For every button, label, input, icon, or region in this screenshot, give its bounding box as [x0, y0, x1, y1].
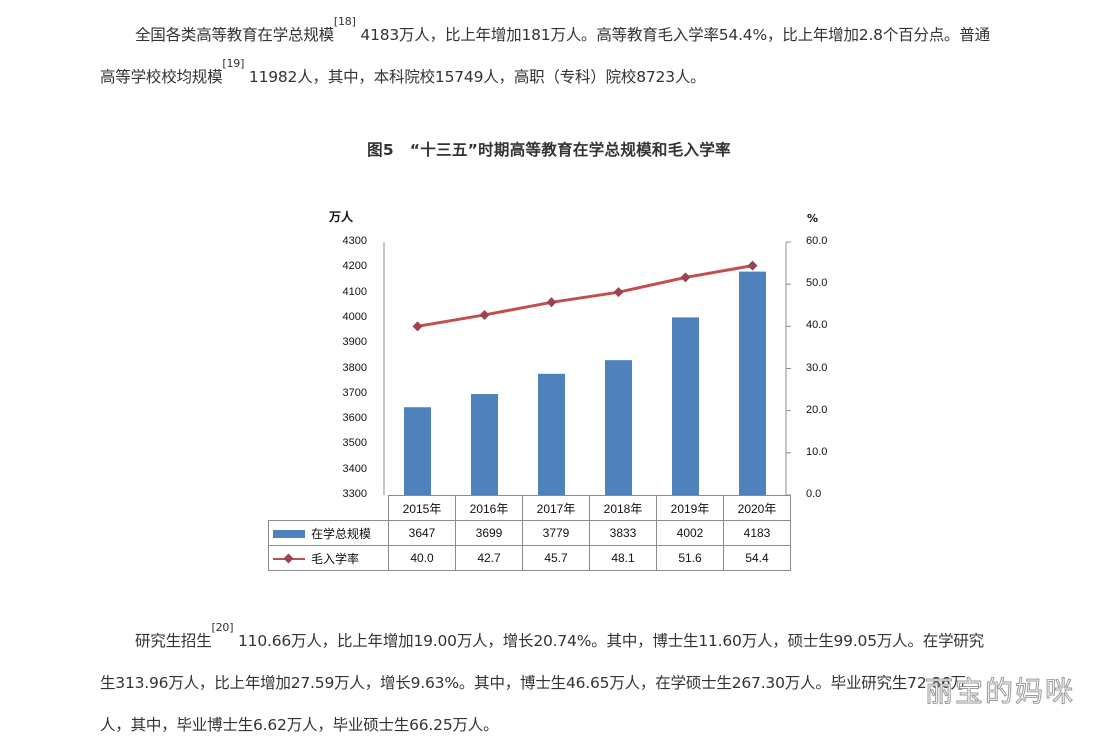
- cell-value: 3647: [388, 520, 456, 546]
- table-corner: [268, 495, 389, 521]
- left-tick-label: 4000: [342, 310, 367, 323]
- right-tick-label: 20.0: [806, 403, 828, 416]
- legend-rate-label: 毛入学率: [311, 551, 360, 566]
- bar-series: [404, 271, 766, 495]
- p3-text-1: 研究生招生: [135, 632, 212, 650]
- footnote-ref-18[interactable]: [18]: [333, 15, 356, 28]
- left-tick-label: 3700: [342, 386, 367, 399]
- watermark: 丽宝的妈咪: [924, 675, 1076, 709]
- bar: [739, 271, 766, 495]
- paragraph-graduate-students: 研究生招生[20] 110.66万人，比上年增加19.00万人，增长20.74%…: [100, 620, 990, 746]
- cell-value: 3779: [522, 520, 590, 546]
- category-2016: 2016年: [455, 495, 523, 521]
- bar: [404, 407, 431, 495]
- cell-value: 3699: [455, 520, 523, 546]
- legend-bar-swatch: [273, 530, 305, 539]
- legend-rate: 毛入学率: [268, 545, 389, 571]
- footnote-ref-19[interactable]: [19]: [222, 57, 245, 70]
- right-tick-label: 10.0: [806, 445, 828, 458]
- right-tick-label: 40.0: [806, 319, 828, 332]
- bar: [605, 360, 632, 495]
- category-2020: 2020年: [723, 495, 791, 521]
- left-axis-unit: 万人: [329, 210, 354, 224]
- left-tick-label: 3800: [342, 361, 367, 374]
- p1-text-2: 4183万人，比上年增加181万人。高等教育毛入学率54.4%，比上年增加2.8…: [100, 26, 990, 86]
- rate-marker: [680, 272, 691, 283]
- right-tick-label: 0.0: [806, 488, 822, 500]
- bar: [538, 373, 565, 495]
- chart-data-table: 2015年 2016年 2017年 2018年 2019年 2020年 在学总规…: [268, 495, 791, 571]
- cell-value: 40.0: [388, 545, 456, 571]
- right-tick-label: 50.0: [806, 277, 828, 290]
- left-tick-label: 4200: [342, 260, 367, 273]
- cell-value: 4183: [723, 520, 791, 546]
- category-2017: 2017年: [522, 495, 590, 521]
- p3-text-2: 110.66万人，比上年增加19.00万人，增长20.74%。其中，博士生11.…: [100, 632, 984, 734]
- left-tick-label: 3500: [342, 437, 367, 450]
- rate-marker: [747, 260, 758, 271]
- table-row-rate: 毛入学率 40.0 42.7 45.7 48.1 51.6 54.4: [268, 545, 791, 571]
- right-tick-label: 60.0: [806, 235, 828, 247]
- left-tick-label: 3600: [342, 412, 367, 425]
- left-tick-label: 3400: [342, 462, 367, 475]
- cell-value: 48.1: [589, 545, 657, 571]
- rate-marker: [613, 287, 624, 298]
- legend-enrollment: 在学总规模: [268, 520, 389, 546]
- left-tick-label: 3900: [342, 336, 367, 349]
- bar: [672, 317, 699, 495]
- bar: [471, 394, 498, 495]
- cell-value: 42.7: [455, 545, 523, 571]
- p1-text-3: 11982人，其中，本科院校15749人，高职（专科）院校8723人。: [244, 68, 706, 86]
- rate-markers: [412, 260, 758, 332]
- legend-line-swatch: [273, 554, 305, 564]
- category-2019: 2019年: [656, 495, 724, 521]
- rate-marker: [412, 321, 423, 332]
- rate-line: [417, 264, 753, 328]
- paragraph-enrollment-summary: 全国各类高等教育在学总规模[18] 4183万人，比上年增加181万人。高等教育…: [100, 14, 990, 98]
- rate-marker: [546, 297, 557, 308]
- right-tick-label: 30.0: [806, 361, 828, 374]
- footnote-ref-20[interactable]: [20]: [211, 621, 234, 634]
- left-tick-label: 4300: [342, 235, 367, 247]
- right-axis-tick-marks: [786, 241, 791, 496]
- legend-enrollment-label: 在学总规模: [311, 526, 372, 541]
- cell-value: 3833: [589, 520, 657, 546]
- table-row-enrollment: 在学总规模 3647 3699 3779 3833 4002 4183: [268, 520, 791, 546]
- figure-title: 图5 “十三五”时期高等教育在学总规模和毛入学率: [367, 141, 731, 159]
- left-tick-label: 4100: [342, 285, 367, 298]
- right-axis-unit: %: [807, 212, 819, 225]
- rate-marker: [479, 309, 490, 320]
- cell-value: 4002: [656, 520, 724, 546]
- category-2015: 2015年: [388, 495, 456, 521]
- p1-text-1: 全国各类高等教育在学总规模: [135, 26, 334, 44]
- cell-value: 54.4: [723, 545, 791, 571]
- category-2018: 2018年: [589, 495, 657, 521]
- cell-value: 45.7: [522, 545, 590, 571]
- cell-value: 51.6: [656, 545, 724, 571]
